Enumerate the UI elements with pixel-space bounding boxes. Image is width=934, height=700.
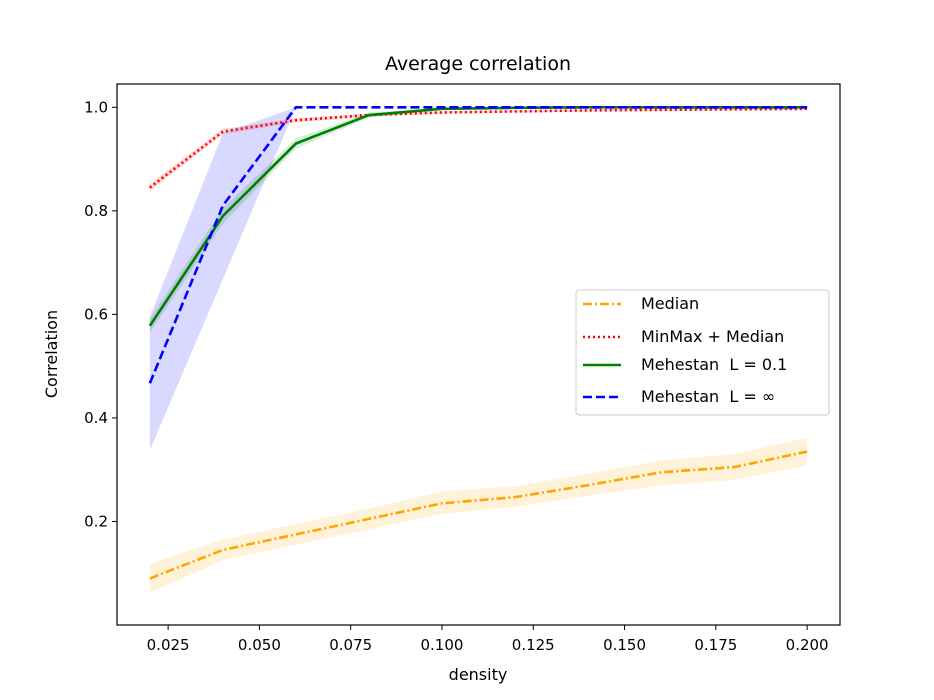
legend-item: Mehestan L = 0.1 [583,355,787,374]
x-tick-label: 0.025 [147,636,190,654]
x-tick-label: 0.125 [512,636,555,654]
x-tick-label: 0.075 [329,636,372,654]
y-tick-label: 0.8 [84,202,108,220]
x-axis-ticks: 0.025 0.050 0.075 0.100 0.125 0.150 0.175 0.200 [147,625,829,654]
legend-item: Median [583,294,699,313]
legend-box [575,289,830,416]
legend-label-median: Median [641,294,699,313]
x-tick-label: 0.050 [238,636,281,654]
chart-title: Average correlation [385,53,571,75]
y-axis-ticks: 0.2 0.4 0.6 0.8 1.0 [84,98,117,530]
x-tick-label: 0.100 [421,636,464,654]
y-tick-label: 0.6 [84,305,108,323]
legend: Median MinMax + Median Mehestan L = 0.1 … [575,289,830,416]
x-axis-label: density [449,665,508,684]
legend-item: Mehestan L = ∞ [583,387,775,406]
series-line-mehestan-l [148,105,808,384]
series-lines [148,105,808,580]
legend-item: MinMax + Median [583,327,784,346]
x-tick-label: 0.175 [694,636,737,654]
legend-label-minmax-median: MinMax + Median [641,327,784,346]
y-tick-label: 0.2 [84,512,108,530]
y-tick-label: 1.0 [84,98,108,116]
x-tick-label: 0.150 [603,636,646,654]
series-line-median [149,450,808,580]
y-axis-label: Correlation [42,310,61,398]
legend-label-mehestan-l01: Mehestan L = 0.1 [641,355,787,374]
x-tick-label: 0.200 [786,636,829,654]
band-median [149,437,808,593]
legend-label-mehestan-linf: Mehestan L = ∞ [641,387,775,406]
plot-frame [116,83,841,626]
y-tick-label: 0.4 [84,409,108,427]
